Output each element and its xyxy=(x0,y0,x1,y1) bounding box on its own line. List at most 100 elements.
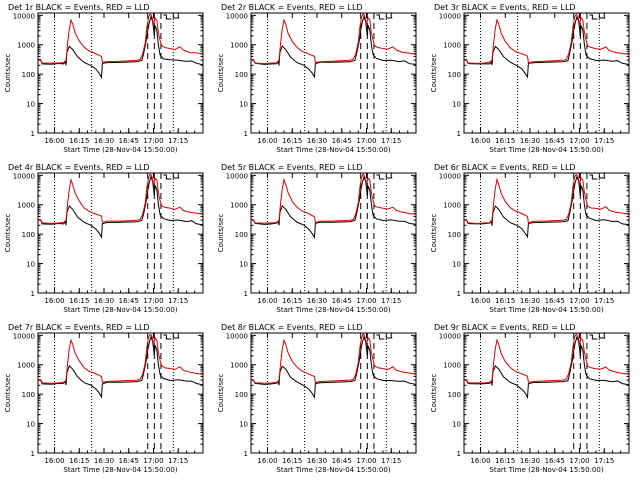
y-tick-label: 1 xyxy=(31,130,35,138)
chart-title: Det 9r BLACK = Events, RED = LLD xyxy=(434,323,576,332)
events-series-line xyxy=(250,175,417,240)
x-tick-label: 16:00 xyxy=(257,297,277,305)
x-tick-label: 16:15 xyxy=(69,137,89,145)
y-tick-label: 100 xyxy=(22,71,35,79)
x-tick-label: 16:15 xyxy=(495,457,515,465)
y-tick-label: 10000 xyxy=(226,12,248,20)
plot-frame xyxy=(463,332,630,454)
x-tick-label: 16:45 xyxy=(119,457,139,465)
detector-chart-1: Det 1r BLACK = Events, RED = LLD 1 10 100 10… xyxy=(4,3,204,154)
y-tick-label: 10 xyxy=(239,421,248,429)
chart-title: Det 6r BLACK = Events, RED = LLD xyxy=(434,163,576,172)
x-tick-label: 16:45 xyxy=(332,137,352,145)
detector-chart-8: Det 8r BLACK = Events, RED = LLD 1 10 100 10… xyxy=(217,323,417,474)
y-axis-label: Counts/sec xyxy=(430,54,438,93)
plot-frame xyxy=(37,172,204,294)
x-tick-label: 16:30 xyxy=(520,297,540,305)
y-tick-label: 10 xyxy=(452,421,461,429)
plot-frame xyxy=(250,172,417,294)
events-series-line xyxy=(38,175,204,239)
x-tick-label: 16:30 xyxy=(94,137,114,145)
x-tick-label: 17:15 xyxy=(594,457,614,465)
marker-glyph xyxy=(376,334,385,340)
x-tick-label: 17:00 xyxy=(356,137,376,145)
lld-series-line xyxy=(37,173,204,224)
chart-title: Det 1r BLACK = Events, RED = LLD xyxy=(8,3,150,12)
y-tick-label: 10000 xyxy=(439,12,461,20)
y-axis-label: Counts/sec xyxy=(430,214,438,253)
plot-frame xyxy=(463,12,630,134)
x-tick-label: 17:15 xyxy=(381,297,401,305)
x-tick-label: 16:00 xyxy=(44,297,64,305)
y-tick-label: 1 xyxy=(457,450,461,458)
x-tick-label: 16:00 xyxy=(470,297,490,305)
events-series-line xyxy=(250,15,417,79)
x-tick-label: 16:45 xyxy=(332,297,352,305)
y-tick-label: 1000 xyxy=(230,362,248,370)
x-axis-label: Start Time (28-Nov-04 15:50:00) xyxy=(276,146,390,154)
x-tick-label: 17:15 xyxy=(594,137,614,145)
y-tick-label: 100 xyxy=(235,71,248,79)
x-axis-label: Start Time (28-Nov-04 15:50:00) xyxy=(489,146,603,154)
plot-frame xyxy=(250,12,417,134)
x-tick-label: 16:30 xyxy=(307,457,327,465)
x-tick-label: 16:00 xyxy=(257,137,277,145)
lld-series-line xyxy=(38,12,204,64)
y-tick-label: 100 xyxy=(235,391,248,399)
x-tick-label: 17:15 xyxy=(168,297,188,305)
x-tick-label: 16:30 xyxy=(520,457,540,465)
detector-chart-6: Det 6r BLACK = Events, RED = LLD 1 10 100 10… xyxy=(430,163,630,314)
x-tick-label: 16:00 xyxy=(470,137,490,145)
y-tick-label: 1000 xyxy=(443,362,461,370)
y-tick-label: 1 xyxy=(31,450,35,458)
marker-glyph xyxy=(163,334,172,340)
x-tick-label: 16:45 xyxy=(119,137,139,145)
x-tick-label: 17:00 xyxy=(143,137,163,145)
marker-glyph-2 xyxy=(172,14,180,19)
marker-glyph-2 xyxy=(172,334,180,339)
y-tick-label: 10 xyxy=(452,261,461,269)
y-tick-label: 1000 xyxy=(443,42,461,50)
x-tick-label: 16:45 xyxy=(545,457,565,465)
x-tick-label: 16:15 xyxy=(282,457,302,465)
y-tick-label: 1 xyxy=(244,290,248,298)
detector-chart-7: Det 7r BLACK = Events, RED = LLD 1 10 100 10… xyxy=(4,323,204,474)
x-tick-label: 16:45 xyxy=(119,297,139,305)
detector-chart-4: Det 4r BLACK = Events, RED = LLD 1 10 100 10… xyxy=(4,163,204,314)
marker-glyph xyxy=(589,334,598,340)
x-tick-label: 16:15 xyxy=(69,457,89,465)
detector-chart-9: Det 9r BLACK = Events, RED = LLD 1 10 100 10… xyxy=(430,323,630,474)
x-tick-label: 16:00 xyxy=(470,457,490,465)
y-tick-label: 1000 xyxy=(230,202,248,210)
events-series-line xyxy=(37,335,204,399)
x-axis-label: Start Time (28-Nov-04 15:50:00) xyxy=(63,146,177,154)
marker-glyph-2 xyxy=(598,14,606,19)
y-axis-label: Counts/sec xyxy=(217,54,225,93)
y-axis-label: Counts/sec xyxy=(4,54,12,93)
x-tick-label: 17:00 xyxy=(143,457,163,465)
marker-glyph-2 xyxy=(385,14,393,19)
lld-series-line xyxy=(250,12,417,65)
x-tick-label: 16:00 xyxy=(44,457,64,465)
y-tick-label: 1000 xyxy=(230,42,248,50)
marker-glyph-2 xyxy=(385,334,393,339)
x-tick-label: 17:00 xyxy=(356,457,376,465)
x-tick-label: 16:30 xyxy=(94,297,114,305)
x-tick-label: 17:00 xyxy=(569,457,589,465)
detector-chart-5: Det 5r BLACK = Events, RED = LLD 1 10 100 10… xyxy=(217,163,417,314)
y-tick-label: 10000 xyxy=(13,332,35,340)
marker-glyph-2 xyxy=(598,174,606,179)
x-tick-label: 16:45 xyxy=(545,137,565,145)
y-tick-label: 10000 xyxy=(13,12,35,20)
marker-glyph-2 xyxy=(385,174,393,179)
y-tick-label: 100 xyxy=(22,391,35,399)
x-tick-label: 16:15 xyxy=(495,137,515,145)
y-tick-label: 1 xyxy=(457,290,461,298)
lld-series-line xyxy=(250,173,417,224)
y-tick-label: 100 xyxy=(22,231,35,239)
y-tick-label: 10 xyxy=(452,101,461,109)
marker-glyph xyxy=(376,14,385,20)
chart-title: Det 4r BLACK = Events, RED = LLD xyxy=(8,163,150,172)
y-tick-label: 10000 xyxy=(439,172,461,180)
x-tick-label: 17:00 xyxy=(356,297,376,305)
